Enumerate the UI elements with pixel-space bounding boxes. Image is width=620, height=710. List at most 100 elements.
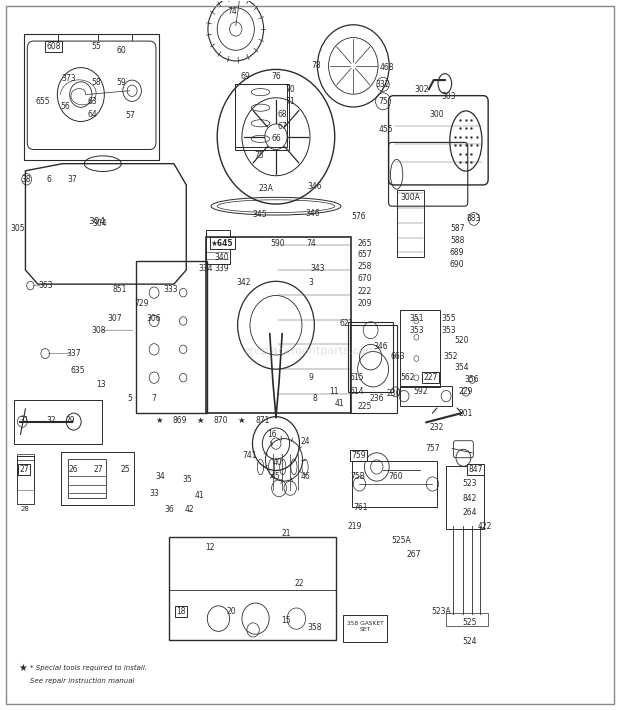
Text: 74: 74 [228,7,237,16]
Bar [136,261,206,413]
Text: 635: 635 [71,366,86,375]
Text: 69: 69 [240,72,250,81]
Text: 332: 332 [376,80,390,89]
Text: 13: 13 [96,381,106,389]
Text: 757: 757 [425,444,440,453]
Bar [343,615,388,642]
Bar [68,459,106,498]
Text: 468: 468 [380,62,394,72]
Text: 227: 227 [423,373,438,382]
Text: 302: 302 [414,84,428,94]
Text: 524: 524 [463,638,477,647]
Text: 6: 6 [46,175,51,184]
Text: 608: 608 [46,43,61,51]
Text: 525: 525 [463,618,477,628]
Text: 587: 587 [450,224,464,234]
Text: 354: 354 [454,364,469,372]
Text: 57: 57 [126,111,136,120]
Text: 741: 741 [242,451,257,460]
Text: 729: 729 [135,300,149,308]
Text: 663: 663 [391,352,405,361]
Text: 353: 353 [442,326,456,334]
Text: 236: 236 [370,395,384,403]
Text: 300: 300 [430,109,444,119]
Text: 74: 74 [306,239,316,248]
Text: 308: 308 [91,326,105,334]
Text: 67: 67 [277,121,287,131]
Text: 45: 45 [271,472,281,481]
Text: 870: 870 [214,415,228,425]
Text: 353: 353 [409,326,423,334]
Text: 12: 12 [205,543,215,552]
Text: 356: 356 [465,376,479,384]
Text: 523A: 523A [432,607,451,616]
Text: 592: 592 [413,388,427,396]
Text: 78: 78 [311,61,321,70]
Text: * Special tools required to install.: * Special tools required to install. [30,665,148,671]
Text: 36: 36 [164,505,174,514]
Text: 11: 11 [329,388,339,396]
Text: 225: 225 [357,402,371,410]
Text: 23A: 23A [258,184,273,193]
Bar [397,190,425,257]
Text: 33: 33 [149,488,159,498]
Text: 70: 70 [285,84,295,94]
Bar [14,400,102,444]
Text: 351: 351 [409,314,423,322]
Text: ★: ★ [155,415,163,425]
Text: 41: 41 [335,399,345,408]
Text: 303: 303 [442,92,456,101]
Text: 59: 59 [117,77,126,87]
Text: 46: 46 [300,472,310,481]
Text: 576: 576 [351,212,366,222]
Text: 60: 60 [117,46,126,55]
Bar [17,456,34,504]
Bar [352,462,438,508]
Text: 25: 25 [121,465,130,474]
Text: 201: 201 [459,409,473,417]
Text: 264: 264 [463,508,477,517]
Bar [446,466,484,529]
Bar [446,613,488,626]
Bar [350,324,397,413]
Text: 760: 760 [388,472,402,481]
Text: 76: 76 [271,72,281,81]
Bar [400,386,452,406]
Text: 588: 588 [450,236,464,245]
Text: 230: 230 [386,390,401,398]
Text: 306: 306 [147,314,161,322]
Text: 3: 3 [309,278,314,288]
Text: 851: 851 [112,285,126,295]
Text: 346: 346 [308,182,322,191]
Text: 16: 16 [267,430,277,439]
Text: 520: 520 [454,337,469,345]
Text: 31: 31 [19,415,29,425]
Text: 871: 871 [255,415,270,425]
Text: 422: 422 [477,522,492,531]
Text: 525A: 525A [392,536,412,545]
Text: 63: 63 [87,97,97,106]
Bar [61,452,135,506]
Text: 355: 355 [442,314,456,322]
Text: 35: 35 [183,474,192,484]
Text: 337: 337 [66,349,81,358]
Text: 455: 455 [378,125,393,134]
Text: 305: 305 [11,224,25,234]
Text: 346: 346 [306,209,321,218]
Text: 615: 615 [349,373,364,382]
Text: 655: 655 [35,97,50,106]
Text: 267: 267 [407,550,421,559]
Text: 41: 41 [195,491,205,500]
Text: 523: 523 [463,479,477,488]
Text: 690: 690 [450,260,464,269]
Text: 38: 38 [22,175,32,184]
Text: 9: 9 [309,373,314,382]
Text: 22: 22 [294,579,304,588]
Text: 358: 358 [308,623,322,633]
Text: 32: 32 [46,415,56,425]
Text: 18: 18 [177,607,186,616]
Text: 56: 56 [61,102,71,111]
Text: 58: 58 [92,77,102,87]
Text: 20: 20 [226,607,236,616]
Text: 37: 37 [67,175,77,184]
